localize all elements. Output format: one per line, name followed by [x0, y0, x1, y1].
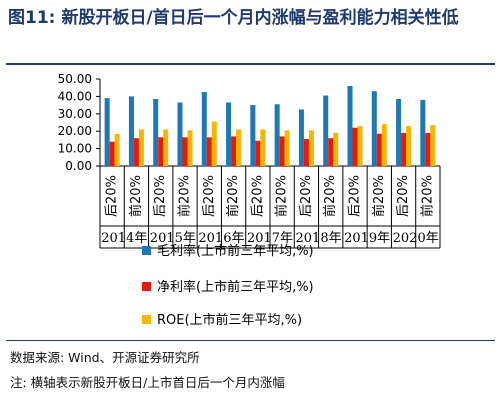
bar-net-margin	[182, 137, 188, 166]
y-tick-label: 40.00	[58, 89, 92, 103]
footer-rule	[6, 340, 495, 341]
x-tick-label: 后20%	[299, 175, 314, 217]
bar-net-margin	[109, 141, 115, 166]
y-tick-label: 20.00	[58, 124, 92, 138]
x-tick-label: 后20%	[396, 175, 411, 217]
chart-title: 图11: 新股开板日/首日后一个月内涨幅与盈利能力相关性低	[8, 4, 494, 32]
bar-net-margin	[401, 132, 407, 166]
group-label: 2015年	[150, 231, 196, 246]
bar-gross-margin	[177, 102, 183, 166]
legend-swatch-net-margin	[142, 282, 151, 291]
bar-gross-margin	[371, 91, 377, 166]
bar-roe	[381, 124, 387, 166]
x-tick-label: 后20%	[153, 175, 168, 217]
bar-net-margin	[231, 136, 237, 166]
bar-gross-margin	[323, 95, 329, 166]
bar-net-margin	[352, 127, 358, 166]
y-tick-label: 10.00	[58, 142, 92, 156]
legend-swatch-gross-margin	[142, 246, 151, 255]
x-tick-label: 前20%	[322, 175, 338, 217]
x-tick-label: 前20%	[128, 175, 144, 217]
bar-gross-margin	[153, 99, 159, 166]
bar-roe	[430, 125, 436, 166]
bar-gross-margin	[201, 92, 207, 166]
group-label: 2016年	[198, 231, 244, 246]
group-label: 2018年	[296, 231, 342, 246]
bar-gross-margin	[226, 102, 232, 166]
source-note: 数据来源: Wind、开源证券研究所	[10, 350, 200, 365]
bar-roe	[308, 130, 314, 166]
bar-gross-margin	[104, 98, 110, 166]
bar-roe	[163, 129, 169, 166]
bar-roe	[236, 129, 242, 166]
x-tick-label: 前20%	[225, 175, 241, 217]
bar-net-margin	[133, 138, 139, 166]
bar-roe	[284, 130, 290, 166]
x-tick-label: 后20%	[105, 175, 120, 217]
bar-net-margin	[303, 139, 309, 166]
bar-roe	[333, 132, 339, 166]
y-tick-label: 50.00	[58, 72, 92, 86]
bar-roe	[260, 129, 266, 166]
x-tick-label: 前20%	[371, 175, 387, 217]
bar-roe	[187, 130, 193, 166]
x-tick-label: 前20%	[177, 175, 193, 217]
bar-chart: 50.00 40.00 30.00 20.00 10.00 0.00 后20% 前20% 后20…	[58, 72, 441, 328]
x-tick-label: 前20%	[274, 175, 290, 217]
bar-gross-margin	[396, 99, 402, 166]
group-label: 2020年	[393, 231, 439, 246]
footnote: 注: 横轴表示新股开板日/上市首日后一个月内涨幅	[10, 375, 285, 390]
bar-roe	[211, 121, 217, 166]
group-label: 2014年	[101, 231, 147, 246]
legend-label: 净利率(上市前三年平均,%)	[157, 279, 314, 295]
y-tick-label: 30.00	[58, 107, 92, 121]
legend-label: ROE(上市前三年平均,%)	[157, 312, 302, 328]
bar-roe	[114, 133, 120, 166]
figure-number: 图11:	[8, 8, 56, 28]
bar-net-margin	[328, 138, 334, 166]
bar-roe	[138, 129, 144, 166]
bar-net-margin	[206, 137, 212, 166]
bar-roe	[406, 125, 412, 166]
legend-label: 毛利率(上市前三年平均,%)	[157, 243, 314, 259]
bar-gross-margin	[298, 109, 304, 166]
bar-net-margin	[255, 140, 261, 166]
bar-net-margin	[279, 136, 285, 166]
bar-gross-margin	[420, 99, 426, 166]
title-text: 新股开板日/首日后一个月内涨幅与盈利能力相关性低	[61, 8, 459, 28]
bar-net-margin	[158, 137, 164, 166]
legend-swatch-roe	[142, 315, 151, 324]
x-tick-label: 前20%	[419, 175, 435, 217]
bar-net-margin	[425, 132, 431, 166]
bar-gross-margin	[347, 85, 353, 166]
group-label: 2019年	[344, 231, 390, 246]
x-tick-label: 后20%	[202, 175, 217, 217]
bar-net-margin	[376, 133, 382, 166]
title-rule	[6, 63, 495, 65]
group-label: 2017年	[247, 231, 293, 246]
x-tick-label: 后20%	[250, 175, 265, 217]
bar-gross-margin	[128, 96, 134, 166]
bar-roe	[357, 125, 363, 166]
bar-gross-margin	[274, 104, 280, 166]
bar-gross-margin	[250, 105, 256, 166]
x-tick-label: 后20%	[348, 175, 363, 217]
y-tick-label: 0.00	[65, 159, 92, 173]
